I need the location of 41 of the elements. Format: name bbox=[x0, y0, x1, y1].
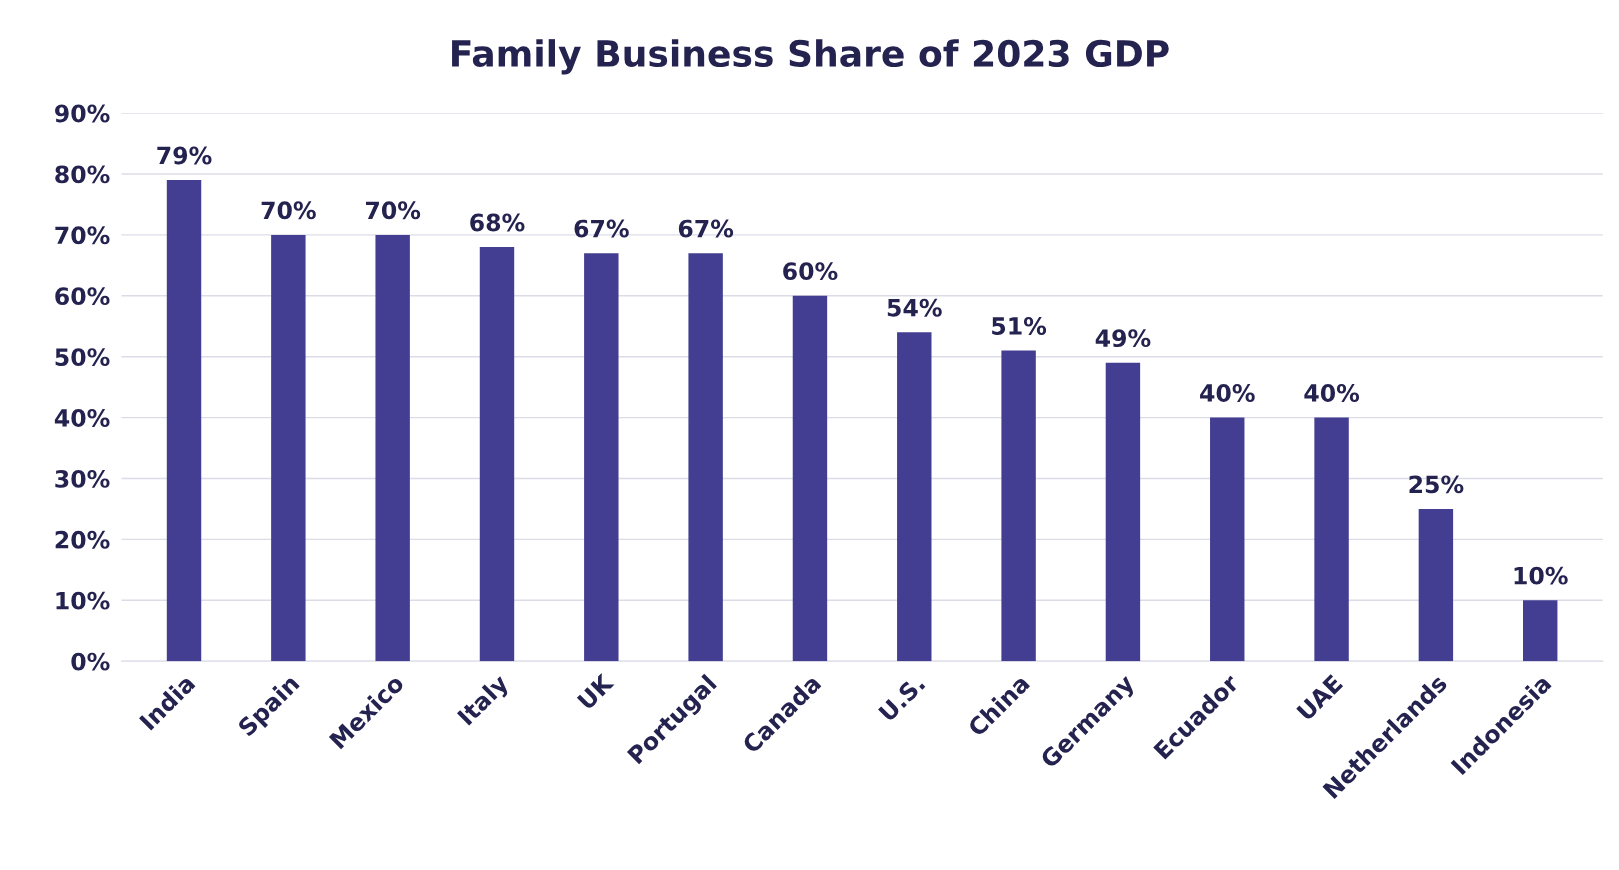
data-label: 79% bbox=[157, 146, 212, 165]
bar bbox=[1523, 600, 1558, 662]
bar bbox=[1314, 417, 1349, 662]
y-tick-label: 0% bbox=[71, 652, 110, 671]
data-label: 70% bbox=[261, 201, 316, 220]
bar bbox=[792, 295, 828, 662]
bar bbox=[271, 234, 306, 662]
bar bbox=[1001, 350, 1036, 662]
bar bbox=[375, 234, 410, 662]
data-label: 49% bbox=[1095, 329, 1151, 348]
data-label: 68% bbox=[470, 213, 525, 232]
bar bbox=[166, 180, 202, 662]
y-tick-label: 70% bbox=[55, 226, 110, 245]
data-label: 67% bbox=[678, 219, 734, 238]
bar bbox=[688, 253, 723, 662]
x-tick-label: UK bbox=[576, 672, 615, 711]
data-label: 54% bbox=[887, 298, 942, 317]
y-tick-label: 80% bbox=[55, 165, 110, 184]
data-label: 70% bbox=[365, 201, 421, 220]
data-label: 10% bbox=[1514, 566, 1568, 585]
data-label: 51% bbox=[992, 317, 1047, 335]
data-label: 67% bbox=[574, 219, 629, 238]
y-tick-label: 60% bbox=[55, 287, 110, 306]
data-label: 40% bbox=[1304, 384, 1360, 402]
y-tick-label: 50% bbox=[55, 348, 110, 367]
y-tick-label: 30% bbox=[55, 469, 110, 488]
data-label: 60% bbox=[783, 262, 838, 281]
bar bbox=[897, 332, 932, 662]
data-label: 25% bbox=[1409, 475, 1464, 494]
y-tick-label: 90% bbox=[55, 104, 110, 123]
y-tick-label: 10% bbox=[56, 591, 110, 610]
data-label: 40% bbox=[1200, 384, 1255, 402]
bar bbox=[1210, 417, 1245, 662]
y-tick-label: 20% bbox=[55, 530, 110, 549]
bar bbox=[1418, 508, 1454, 662]
y-tick-label: 40% bbox=[54, 409, 110, 427]
bar bbox=[584, 253, 619, 662]
x-tick-label: U.S. bbox=[877, 674, 926, 722]
bar bbox=[479, 247, 515, 662]
bar bbox=[1105, 362, 1141, 662]
chart-title: Family Business Share of 2023 GDP bbox=[452, 39, 1169, 75]
